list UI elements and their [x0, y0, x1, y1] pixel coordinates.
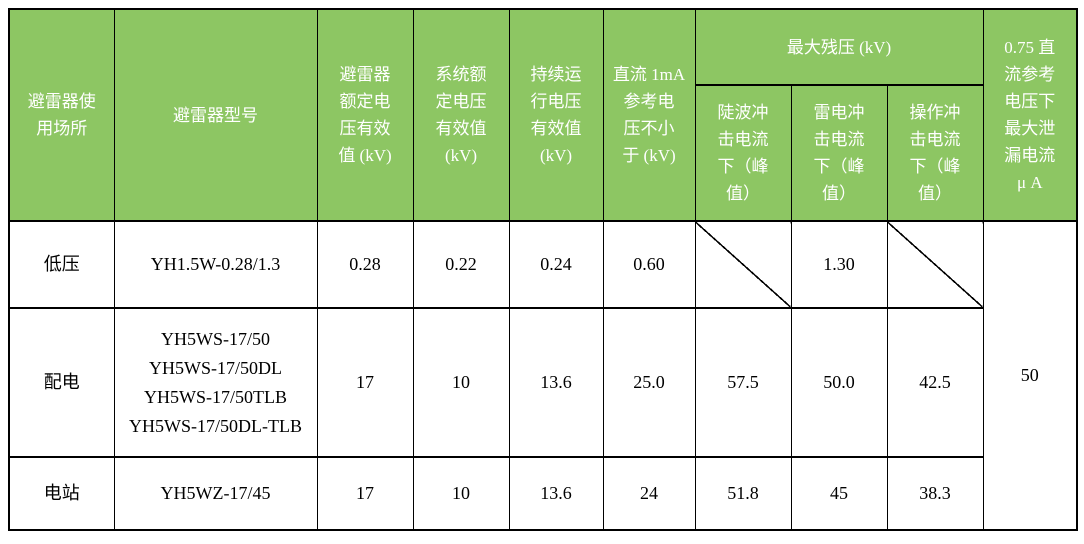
table-header: 避雷器使 用场所 避雷器型号 避雷器 额定电 压有效 值 (kV) 系统额 定电… [8, 8, 1078, 222]
cell-r1-model: YH5WS-17/50 YH5WS-17/50DL YH5WS-17/50TLB… [113, 307, 318, 458]
header-location: 避雷器使 用场所 [8, 8, 115, 222]
cell-r2-lightning-impulse: 45 [790, 456, 888, 531]
cell-r0-rated-voltage: 0.28 [316, 220, 414, 309]
cell-r2-continuous-voltage: 13.6 [508, 456, 604, 531]
header-dc-1ma-reference: 直流 1mA 参考电 压不小 于 (kV) [602, 8, 696, 222]
cell-r1-switching-impulse: 42.5 [886, 307, 984, 458]
cell-r1-dc-1ma: 25.0 [602, 307, 696, 458]
cell-r1-lightning-impulse: 50.0 [790, 307, 888, 458]
table-body: 低压 YH1.5W-0.28/1.3 0.28 0.22 0.24 0.60 1… [8, 220, 1078, 531]
cell-r1-system-voltage: 10 [412, 307, 510, 458]
arrester-spec-table: 避雷器使 用场所 避雷器型号 避雷器 额定电 压有效 值 (kV) 系统额 定电… [8, 8, 1079, 531]
header-leakage: 0.75 直 流参考 电压下 最大泄 漏电流 μ A [982, 8, 1078, 222]
cell-leakage-merged: 50 [982, 220, 1078, 531]
cell-r0-steep-impulse-diagonal-slash [694, 220, 792, 309]
header-rated-voltage: 避雷器 额定电 压有效 值 (kV) [316, 8, 414, 222]
cell-r0-dc-1ma: 0.60 [602, 220, 696, 309]
cell-r1-continuous-voltage: 13.6 [508, 307, 604, 458]
header-model: 避雷器型号 [113, 8, 318, 222]
cell-r0-lightning-impulse: 1.30 [790, 220, 888, 309]
cell-r0-switching-impulse-diagonal-slash [886, 220, 984, 309]
cell-r2-switching-impulse: 38.3 [886, 456, 984, 531]
cell-r2-steep-impulse: 51.8 [694, 456, 792, 531]
cell-r2-rated-voltage: 17 [316, 456, 414, 531]
cell-r2-dc-1ma: 24 [602, 456, 696, 531]
cell-r2-system-voltage: 10 [412, 456, 510, 531]
header-continuous-voltage: 持续运 行电压 有效值 (kV) [508, 8, 604, 222]
table-row-low-voltage: 低压 YH1.5W-0.28/1.3 0.28 0.22 0.24 0.60 1… [8, 220, 1078, 531]
header-lightning-impulse: 雷电冲 击电流 下（峰 值） [790, 84, 888, 222]
header-max-residual-group: 最大残压 (kV) [694, 8, 984, 86]
cell-r0-location: 低压 [8, 220, 115, 309]
header-switching-impulse: 操作冲 击电流 下（峰 值） [886, 84, 984, 222]
cell-r0-continuous-voltage: 0.24 [508, 220, 604, 309]
cell-r0-system-voltage: 0.22 [412, 220, 510, 309]
header-system-voltage: 系统额 定电压 有效值 (kV) [412, 8, 510, 222]
table-row-distribution: 配电 YH5WS-17/50 YH5WS-17/50DL YH5WS-17/50… [8, 307, 1077, 458]
cell-r2-model: YH5WZ-17/45 [113, 456, 318, 531]
cell-r1-rated-voltage: 17 [316, 307, 414, 458]
table-row-station: 电站 YH5WZ-17/45 17 10 13.6 24 51.8 45 38.… [8, 456, 1077, 531]
header-steep-impulse: 陡波冲 击电流 下（峰 值） [694, 84, 792, 222]
cell-r1-steep-impulse: 57.5 [694, 307, 792, 458]
cell-r0-model: YH1.5W-0.28/1.3 [113, 220, 318, 309]
cell-r1-location: 配电 [8, 307, 115, 458]
cell-r2-location: 电站 [8, 456, 115, 531]
